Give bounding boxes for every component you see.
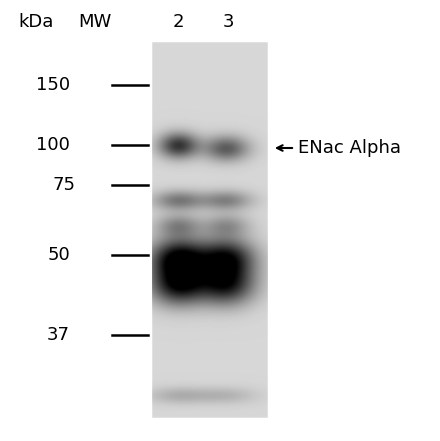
Text: 37: 37 (47, 326, 70, 344)
Text: 3: 3 (222, 13, 234, 31)
Text: 100: 100 (36, 136, 70, 154)
Text: 2: 2 (172, 13, 184, 31)
Text: ENac Alpha: ENac Alpha (298, 139, 401, 157)
Text: MW: MW (78, 13, 112, 31)
Text: 75: 75 (52, 176, 75, 194)
Text: 50: 50 (47, 246, 70, 264)
Text: kDa: kDa (18, 13, 53, 31)
Text: 150: 150 (36, 76, 70, 94)
